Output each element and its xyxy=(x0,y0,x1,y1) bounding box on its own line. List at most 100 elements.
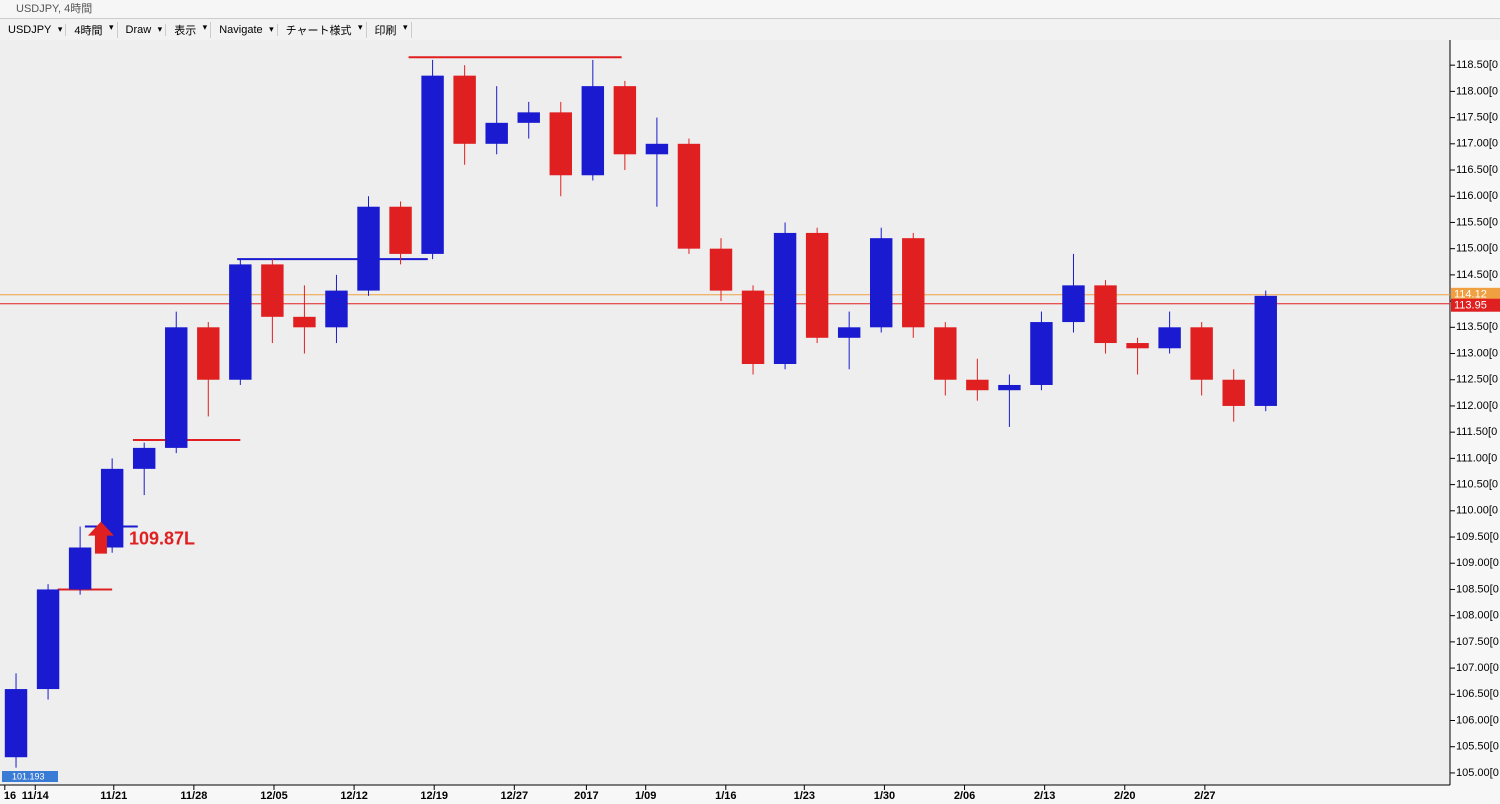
x-tick-label: 2/06 xyxy=(954,790,975,802)
candle-body xyxy=(325,290,348,328)
y-tick-label: 112.00[0 xyxy=(1456,400,1498,412)
toolbar: USDJPY4時間Draw表示Navigateチャート様式印刷 xyxy=(0,19,1500,41)
candle-body xyxy=(357,206,380,291)
badge-box xyxy=(2,771,58,782)
x-tick-label: 1/09 xyxy=(635,790,656,802)
x-tick-label: 2/27 xyxy=(1194,790,1215,802)
y-tick-label: 113.00[0 xyxy=(1456,347,1498,359)
candle-body xyxy=(68,547,92,590)
price-label-box xyxy=(1451,287,1500,301)
y-tick-label: 112.50[0 xyxy=(1456,374,1498,386)
x-tick-label: 11/21 xyxy=(100,790,127,802)
candle-body xyxy=(36,589,60,690)
toolbar-button[interactable]: 表示 xyxy=(166,21,212,38)
y-tick-label: 108.00[0 xyxy=(1456,610,1499,622)
candle-body xyxy=(1030,322,1053,385)
x-tick-label: 1/30 xyxy=(874,790,895,802)
y-tick-label: 107.00[0 xyxy=(1456,662,1499,674)
candle-body xyxy=(197,327,220,380)
plot-area xyxy=(0,40,1450,785)
candle-body xyxy=(1158,327,1181,349)
candle-body xyxy=(1062,285,1085,323)
y-tick-label: 105.00[0 xyxy=(1456,767,1499,779)
price-label: 114.12 xyxy=(1454,289,1487,301)
annotation: 109.87L xyxy=(129,528,195,548)
candle-body xyxy=(998,384,1021,391)
y-tick-label: 113.50[0 xyxy=(1456,321,1498,333)
badge: 101.193 xyxy=(12,771,45,781)
candle-body xyxy=(709,248,733,291)
candle-body xyxy=(870,238,893,328)
x-tick-label: 11/14 xyxy=(22,790,50,802)
x-tick-label: 12/19 xyxy=(420,790,448,802)
candle-body xyxy=(1222,379,1245,406)
y-tick-label: 109.50[0 xyxy=(1456,531,1499,543)
candle-body xyxy=(773,232,797,365)
candle-body xyxy=(1254,295,1277,406)
candle-body xyxy=(741,290,765,365)
x-tick-label: 12/05 xyxy=(260,790,288,802)
x-tick-label: 2/20 xyxy=(1114,790,1135,802)
candle-body xyxy=(1126,343,1149,349)
toolbar-button[interactable]: Navigate xyxy=(211,23,278,36)
candle-body xyxy=(389,206,412,254)
y-tick-label: 107.50[0 xyxy=(1456,636,1499,648)
candle-body xyxy=(517,112,540,123)
y-tick-label: 114.50[0 xyxy=(1456,269,1498,281)
candle-body xyxy=(805,232,829,338)
toolbar-button[interactable]: チャート様式 xyxy=(278,21,367,38)
window-title-bar: USDJPY, 4時間 xyxy=(0,0,1500,19)
candle-body xyxy=(453,75,476,144)
candle-body xyxy=(165,327,188,448)
candle-body xyxy=(1190,327,1213,380)
toolbar-button[interactable]: Draw xyxy=(118,23,167,36)
toolbar-button[interactable]: 4時間 xyxy=(66,21,118,38)
candle-body xyxy=(261,264,284,317)
y-tick-label: 118.50[0 xyxy=(1456,59,1498,71)
y-tick-label: 110.50[0 xyxy=(1456,478,1498,490)
y-tick-label: 116.00[0 xyxy=(1456,190,1498,202)
y-tick-label: 115.00[0 xyxy=(1456,243,1498,255)
y-tick-label: 116.50[0 xyxy=(1456,164,1498,176)
y-tick-label: 105.50[0 xyxy=(1456,741,1499,753)
y-tick-label: 111.00[0 xyxy=(1456,452,1497,464)
toolbar-button[interactable]: 印刷 xyxy=(367,21,412,38)
toolbar-button[interactable]: USDJPY xyxy=(0,23,67,36)
window-title: USDJPY, 4時間 xyxy=(16,3,93,15)
x-tick-label: 12/27 xyxy=(501,790,529,802)
y-tick-label: 117.00[0 xyxy=(1456,138,1498,150)
y-tick-label: 108.50[0 xyxy=(1456,583,1499,595)
candle-body xyxy=(581,86,605,176)
x-tick-label: 1/23 xyxy=(794,790,815,802)
x-tick-label: 16 xyxy=(4,790,16,802)
candle-body xyxy=(485,122,508,144)
candle-body xyxy=(549,112,572,176)
y-tick-label: 110.00[0 xyxy=(1456,505,1498,517)
x-tick-label: 2/13 xyxy=(1034,790,1055,802)
arrow xyxy=(87,521,114,554)
price-label-box xyxy=(1451,298,1500,312)
candle-body xyxy=(1094,285,1117,344)
candle-body xyxy=(293,316,316,328)
candle-body xyxy=(934,327,957,380)
candle-body xyxy=(229,264,252,380)
x-tick-label: 12/12 xyxy=(340,790,368,802)
candle-body xyxy=(132,447,156,469)
y-tick-label: 106.00[0 xyxy=(1456,714,1499,726)
y-tick-label: 115.50[0 xyxy=(1456,216,1498,228)
candle-body xyxy=(902,238,925,328)
chart: 105.00[0 105.50[0 106.00[0 106.50[0 107.00[0… xyxy=(0,40,1500,804)
candle-body xyxy=(421,75,444,254)
candle-body xyxy=(613,86,637,155)
candle-body xyxy=(966,379,989,391)
price-label: 113.95 xyxy=(1454,300,1487,312)
x-tick-label: 1/16 xyxy=(715,790,736,802)
y-tick-label: 118.00[0 xyxy=(1456,85,1498,97)
x-tick-label: 11/28 xyxy=(180,790,207,802)
price-axis xyxy=(1450,40,1500,804)
candle-body xyxy=(645,143,669,155)
candle-body xyxy=(837,327,861,338)
x-tick-label: 2017 xyxy=(574,790,598,802)
candle-body xyxy=(4,689,28,758)
